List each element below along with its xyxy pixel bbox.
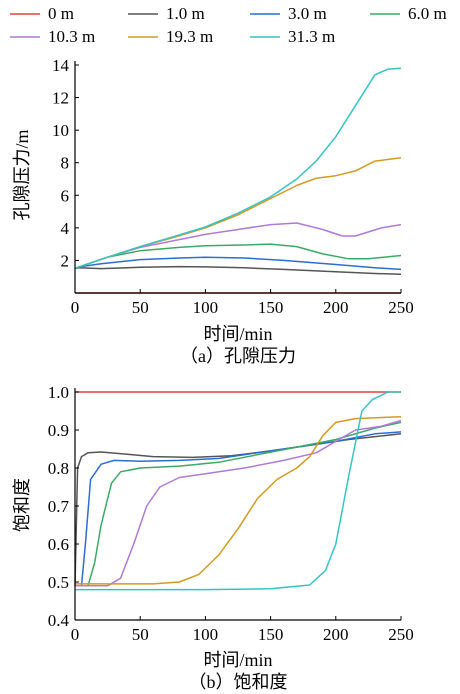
legend: 0 m 1.0 m 3.0 m 6.0 m 10.3 m 19.3 m 31.3 m [10,4,447,46]
legend-item-10-3-m: 10.3 m [10,27,95,46]
legend-item-6-0-m: 6.0 m [370,4,447,23]
y-tick-label: 0.9 [48,421,69,440]
x-tick-label: 50 [132,298,149,317]
x-tick-label: 100 [193,298,219,317]
y-tick-label: 12 [52,89,69,108]
x-tick-label: 200 [323,625,349,644]
x-tick-label: 200 [323,298,349,317]
legend-item-19-3-m: 19.3 m [128,27,213,46]
y-tick-label: 0.8 [48,459,69,478]
caption-b: （b）饱和度 [189,672,288,692]
series-line-6-0-m [74,243,402,270]
x-tick-label: 100 [193,625,219,644]
x-tick-label: 150 [258,625,284,644]
caption-a: （a）孔隙压力 [180,346,296,366]
y-tick-label: 8 [61,154,70,173]
x-axis-label: 时间/min [203,324,272,344]
legend-label: 3.0 m [288,4,327,23]
legend-item-3-0-m: 3.0 m [250,4,327,23]
series-line-1-0-m [74,265,402,276]
y-axis-label: 饱和度 [12,478,32,532]
y-axis-label: 孔隙压力/m [12,129,32,220]
x-tick-label: 250 [388,625,414,644]
y-tick-label: 1.0 [48,383,69,402]
series-line-31-3-m [74,67,402,270]
y-tick-label: 6 [61,186,70,205]
legend-label: 6.0 m [408,4,447,23]
legend-item-0-m: 0 m [10,4,74,23]
y-tick-label: 0.7 [48,497,70,516]
y-tick-label: 14 [52,56,70,75]
y-tick-label: 0.5 [48,573,69,592]
legend-item-31-3-m: 31.3 m [250,27,335,46]
series-line-10-3-m [75,419,402,587]
series-line-3-0-m [74,256,402,271]
x-axis-label: 时间/min [203,650,272,670]
y-tick-label: 2 [61,251,70,270]
legend-item-1-0-m: 1.0 m [128,4,205,23]
x-tick-label: 0 [71,298,80,317]
legend-label: 1.0 m [166,4,205,23]
x-tick-label: 50 [132,625,149,644]
series-line-6-0-m [75,421,402,587]
y-tick-label: 0.6 [48,535,69,554]
legend-label: 31.3 m [288,27,335,46]
series-line-31-3-m [75,391,401,591]
series-line-3-0-m [75,431,402,587]
legend-label: 19.3 m [166,27,213,46]
legend-label: 0 m [48,4,74,23]
x-tick-label: 250 [388,298,414,317]
y-tick-label: 4 [61,219,70,238]
y-tick-label: 0.4 [48,611,70,630]
legend-label: 10.3 m [48,27,95,46]
x-tick-label: 0 [71,625,80,644]
x-tick-label: 150 [258,298,284,317]
chart-saturation: 0 50 100 150 200 250 0.4 0.5 0.6 0.7 0.8 0.9 1.0 时间/… [12,383,414,692]
y-tick-label: 10 [52,121,69,140]
series-line-19-3-m [75,415,402,585]
